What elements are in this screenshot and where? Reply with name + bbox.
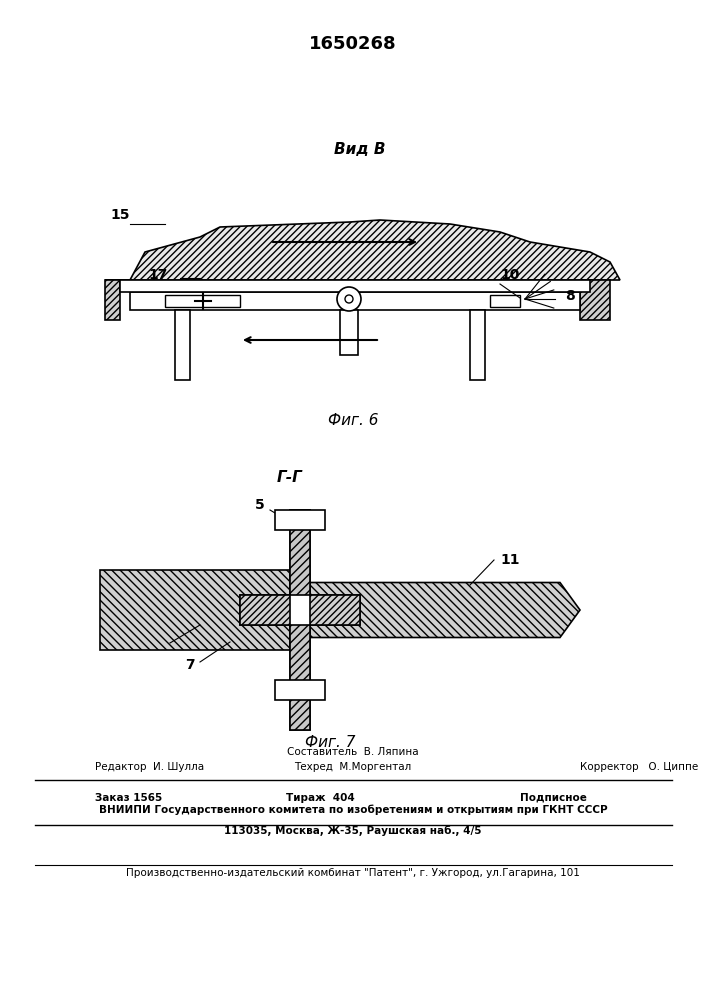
Text: Корректор   О. Циппе: Корректор О. Циппе [580, 762, 699, 772]
Text: Фиг. 6: Фиг. 6 [328, 413, 378, 428]
Text: 1650268: 1650268 [309, 35, 397, 53]
Text: Подписное: Подписное [520, 793, 587, 803]
Bar [340, 310, 358, 355]
Circle shape [345, 295, 353, 303]
Text: Производственно-издательский комбинат "Патент", г. Ужгород, ул.Гагарина, 101: Производственно-издательский комбинат "П… [126, 868, 580, 878]
Text: 113035, Москва, Ж-35, Раушская наб., 4/5: 113035, Москва, Ж-35, Раушская наб., 4/5 [224, 825, 481, 836]
Bar [175, 310, 190, 380]
Text: Г-Г: Г-Г [277, 470, 303, 485]
Text: 4: 4 [156, 638, 165, 652]
Bar [275, 680, 325, 700]
Text: 11: 11 [500, 553, 520, 567]
Text: ВНИИПИ Государственного комитета по изобретениям и открытиям при ГКНТ СССР: ВНИИПИ Государственного комитета по изоб… [99, 804, 607, 815]
Polygon shape [240, 595, 290, 625]
Text: 17: 17 [148, 268, 168, 282]
Bar [240, 595, 360, 625]
Text: 7: 7 [185, 658, 195, 672]
Text: Тираж  404: Тираж 404 [286, 793, 354, 803]
Text: Составитель  В. Ляпина: Составитель В. Ляпина [287, 747, 419, 757]
Text: Фиг. 7: Фиг. 7 [305, 735, 355, 750]
Text: 15: 15 [110, 208, 130, 222]
Bar [470, 310, 485, 380]
Polygon shape [100, 570, 290, 650]
Bar [130, 292, 580, 310]
Polygon shape [105, 220, 620, 280]
Bar [165, 295, 240, 307]
Text: 10: 10 [500, 268, 520, 282]
Polygon shape [310, 595, 360, 625]
Circle shape [337, 287, 361, 311]
Polygon shape [290, 510, 310, 730]
Polygon shape [310, 582, 580, 638]
Text: 8: 8 [565, 289, 575, 303]
Bar [120, 280, 590, 292]
Text: Техред  М.Моргентал: Техред М.Моргентал [294, 762, 411, 772]
Polygon shape [105, 280, 120, 320]
Text: Заказ 1565: Заказ 1565 [95, 793, 162, 803]
Polygon shape [580, 280, 610, 320]
Bar [275, 510, 325, 530]
Text: Редактор  И. Шулла: Редактор И. Шулла [95, 762, 204, 772]
Text: 5: 5 [255, 498, 265, 512]
Bar [290, 510, 310, 730]
Text: Вид В: Вид В [334, 142, 386, 157]
Bar [490, 295, 520, 307]
